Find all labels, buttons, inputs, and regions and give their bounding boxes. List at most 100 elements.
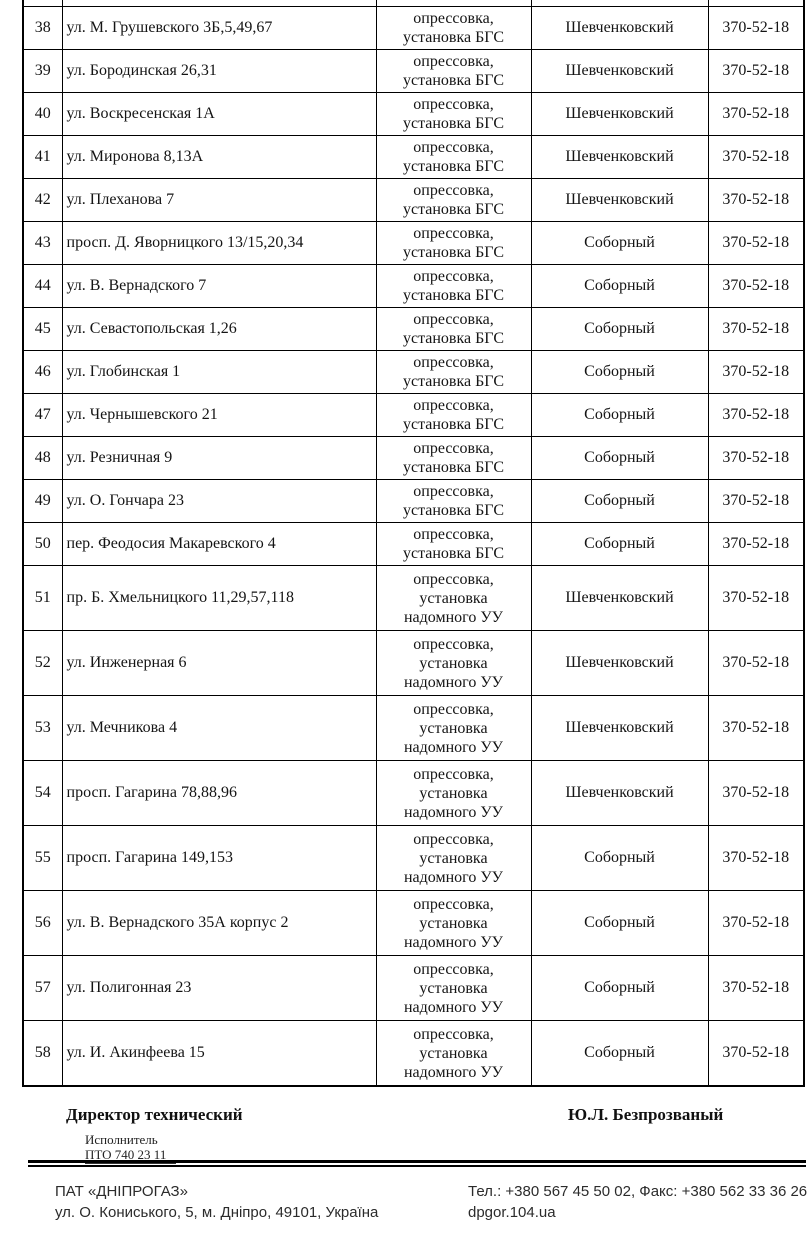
phone-cell: 370-52-18 [707, 760, 805, 826]
footer-website: dpgor.104.ua [468, 1204, 556, 1221]
address-cell: ул. Плеханова 7 [61, 178, 377, 222]
district-cell: Соборный [530, 1020, 709, 1087]
phone-cell: 370-52-18 [707, 264, 805, 308]
phone-cell: 370-52-18 [707, 92, 805, 136]
phone-cell: 370-52-18 [707, 479, 805, 523]
work-type-cell: опрессовка, установка надомного УУ [375, 890, 532, 956]
row-number-cell: 54 [22, 760, 63, 826]
district-cell: Соборный [530, 479, 709, 523]
table-row: 57 ул. Полигонная 23 опрессовка, установ… [22, 955, 805, 1021]
address-cell: ул. Миронова 8,13А [61, 135, 377, 179]
row-number-cell: 51 [22, 565, 63, 631]
work-type-cell: опрессовка, установка надомного УУ [375, 955, 532, 1021]
row-number-cell: 40 [22, 92, 63, 136]
phone-cell: 370-52-18 [707, 825, 805, 891]
district-cell: Шевченковский [530, 760, 709, 826]
address-cell: ул. В. Вернадского 7 [61, 264, 377, 308]
address-cell: ул. М. Грушевского 3Б,5,49,67 [61, 6, 377, 50]
phone-cell: 370-52-18 [707, 6, 805, 50]
signature-title: Директор технический [66, 1105, 243, 1124]
address-cell: ул. Глобинская 1 [61, 350, 377, 394]
work-type-cell: опрессовка, установка БГС [375, 221, 532, 265]
table-row: 53 ул. Мечникова 4 опрессовка, установка… [22, 695, 805, 761]
district-cell: Соборный [530, 393, 709, 437]
phone-cell: 370-52-18 [707, 955, 805, 1021]
district-cell: Соборный [530, 955, 709, 1021]
work-type-cell: опрессовка, установка надомного УУ [375, 695, 532, 761]
schedule-table: 38 ул. М. Грушевского 3Б,5,49,67 опрессо… [22, 0, 805, 1087]
district-cell: Шевченковский [530, 565, 709, 631]
row-number-cell: 58 [22, 1020, 63, 1087]
address-cell: ул. Севастопольская 1,26 [61, 307, 377, 351]
work-type-cell: опрессовка, установка надомного УУ [375, 760, 532, 826]
address-cell: ул. Чернышевского 21 [61, 393, 377, 437]
executor-label: Исполнитель [85, 1132, 158, 1147]
phone-cell: 370-52-18 [707, 522, 805, 566]
row-number-cell: 56 [22, 890, 63, 956]
address-cell: ул. Бородинская 26,31 [61, 49, 377, 93]
table-row: 44 ул. В. Вернадского 7 опрессовка, уста… [22, 264, 805, 308]
phone-cell: 370-52-18 [707, 350, 805, 394]
schedule-table-body: 38 ул. М. Грушевского 3Б,5,49,67 опрессо… [22, 0, 805, 1087]
row-number-cell: 43 [22, 221, 63, 265]
table-row: 47 ул. Чернышевского 21 опрессовка, уста… [22, 393, 805, 437]
district-cell: Шевченковский [530, 6, 709, 50]
work-type-cell: опрессовка, установка надомного УУ [375, 1020, 532, 1087]
district-cell: Шевченковский [530, 92, 709, 136]
address-cell: ул. Воскресенская 1А [61, 92, 377, 136]
district-cell: Соборный [530, 436, 709, 480]
table-row: 58 ул. И. Акинфеева 15 опрессовка, устан… [22, 1020, 805, 1087]
district-cell: Соборный [530, 825, 709, 891]
phone-cell: 370-52-18 [707, 630, 805, 696]
row-number-cell: 44 [22, 264, 63, 308]
row-number-cell: 48 [22, 436, 63, 480]
work-type-cell: опрессовка, установка БГС [375, 436, 532, 480]
address-cell: просп. Гагарина 78,88,96 [61, 760, 377, 826]
work-type-cell: опрессовка, установка БГС [375, 49, 532, 93]
phone-cell: 370-52-18 [707, 49, 805, 93]
phone-cell: 370-52-18 [707, 1020, 805, 1087]
phone-cell: 370-52-18 [707, 436, 805, 480]
table-row: 45 ул. Севастопольская 1,26 опрессовка, … [22, 307, 805, 351]
phone-cell: 370-52-18 [707, 695, 805, 761]
executor-block: Исполнитель ПТО 740 23 11 [85, 1132, 177, 1164]
work-type-cell: опрессовка, установка БГС [375, 135, 532, 179]
table-row: 48 ул. Резничная 9 опрессовка, установка… [22, 436, 805, 480]
executor-phone: ПТО 740 23 11 [85, 1147, 177, 1164]
district-cell: Шевченковский [530, 135, 709, 179]
address-cell: ул. В. Вернадского 35А корпус 2 [61, 890, 377, 956]
row-number-cell: 53 [22, 695, 63, 761]
table-row: 42 ул. Плеханова 7 опрессовка, установка… [22, 178, 805, 222]
address-cell: ул. Полигонная 23 [61, 955, 377, 1021]
work-type-cell: опрессовка, установка БГС [375, 6, 532, 50]
address-cell: ул. И. Акинфеева 15 [61, 1020, 377, 1087]
contact-info-block: Тел.: +380 567 45 50 02, Факс: +380 562 … [468, 1181, 807, 1223]
district-cell: Шевченковский [530, 178, 709, 222]
phone-cell: 370-52-18 [707, 307, 805, 351]
work-type-cell: опрессовка, установка БГС [375, 522, 532, 566]
work-type-cell: опрессовка, установка БГС [375, 350, 532, 394]
company-address: ул. О. Кониського, 5, м. Дніпро, 49101, … [55, 1204, 379, 1221]
district-cell: Шевченковский [530, 49, 709, 93]
work-type-cell: опрессовка, установка БГС [375, 178, 532, 222]
district-cell: Соборный [530, 264, 709, 308]
row-number-cell: 47 [22, 393, 63, 437]
row-number-cell: 45 [22, 307, 63, 351]
district-cell: Соборный [530, 522, 709, 566]
row-number-cell: 41 [22, 135, 63, 179]
row-number-cell: 55 [22, 825, 63, 891]
table-row: 50 пер. Феодосия Макаревского 4 опрессов… [22, 522, 805, 566]
table-row: 43 просп. Д. Яворницкого 13/15,20,34 опр… [22, 221, 805, 265]
phone-cell: 370-52-18 [707, 135, 805, 179]
work-type-cell: опрессовка, установка БГС [375, 479, 532, 523]
row-number-cell: 46 [22, 350, 63, 394]
table-row: 52 ул. Инженерная 6 опрессовка, установк… [22, 630, 805, 696]
table-row: 49 ул. О. Гончара 23 опрессовка, установ… [22, 479, 805, 523]
address-cell: пер. Феодосия Макаревского 4 [61, 522, 377, 566]
phone-cell: 370-52-18 [707, 565, 805, 631]
signature-name: Ю.Л. Безпрозваный [568, 1105, 724, 1124]
row-number-cell: 49 [22, 479, 63, 523]
row-number-cell: 57 [22, 955, 63, 1021]
table-row: 46 ул. Глобинская 1 опрессовка, установк… [22, 350, 805, 394]
